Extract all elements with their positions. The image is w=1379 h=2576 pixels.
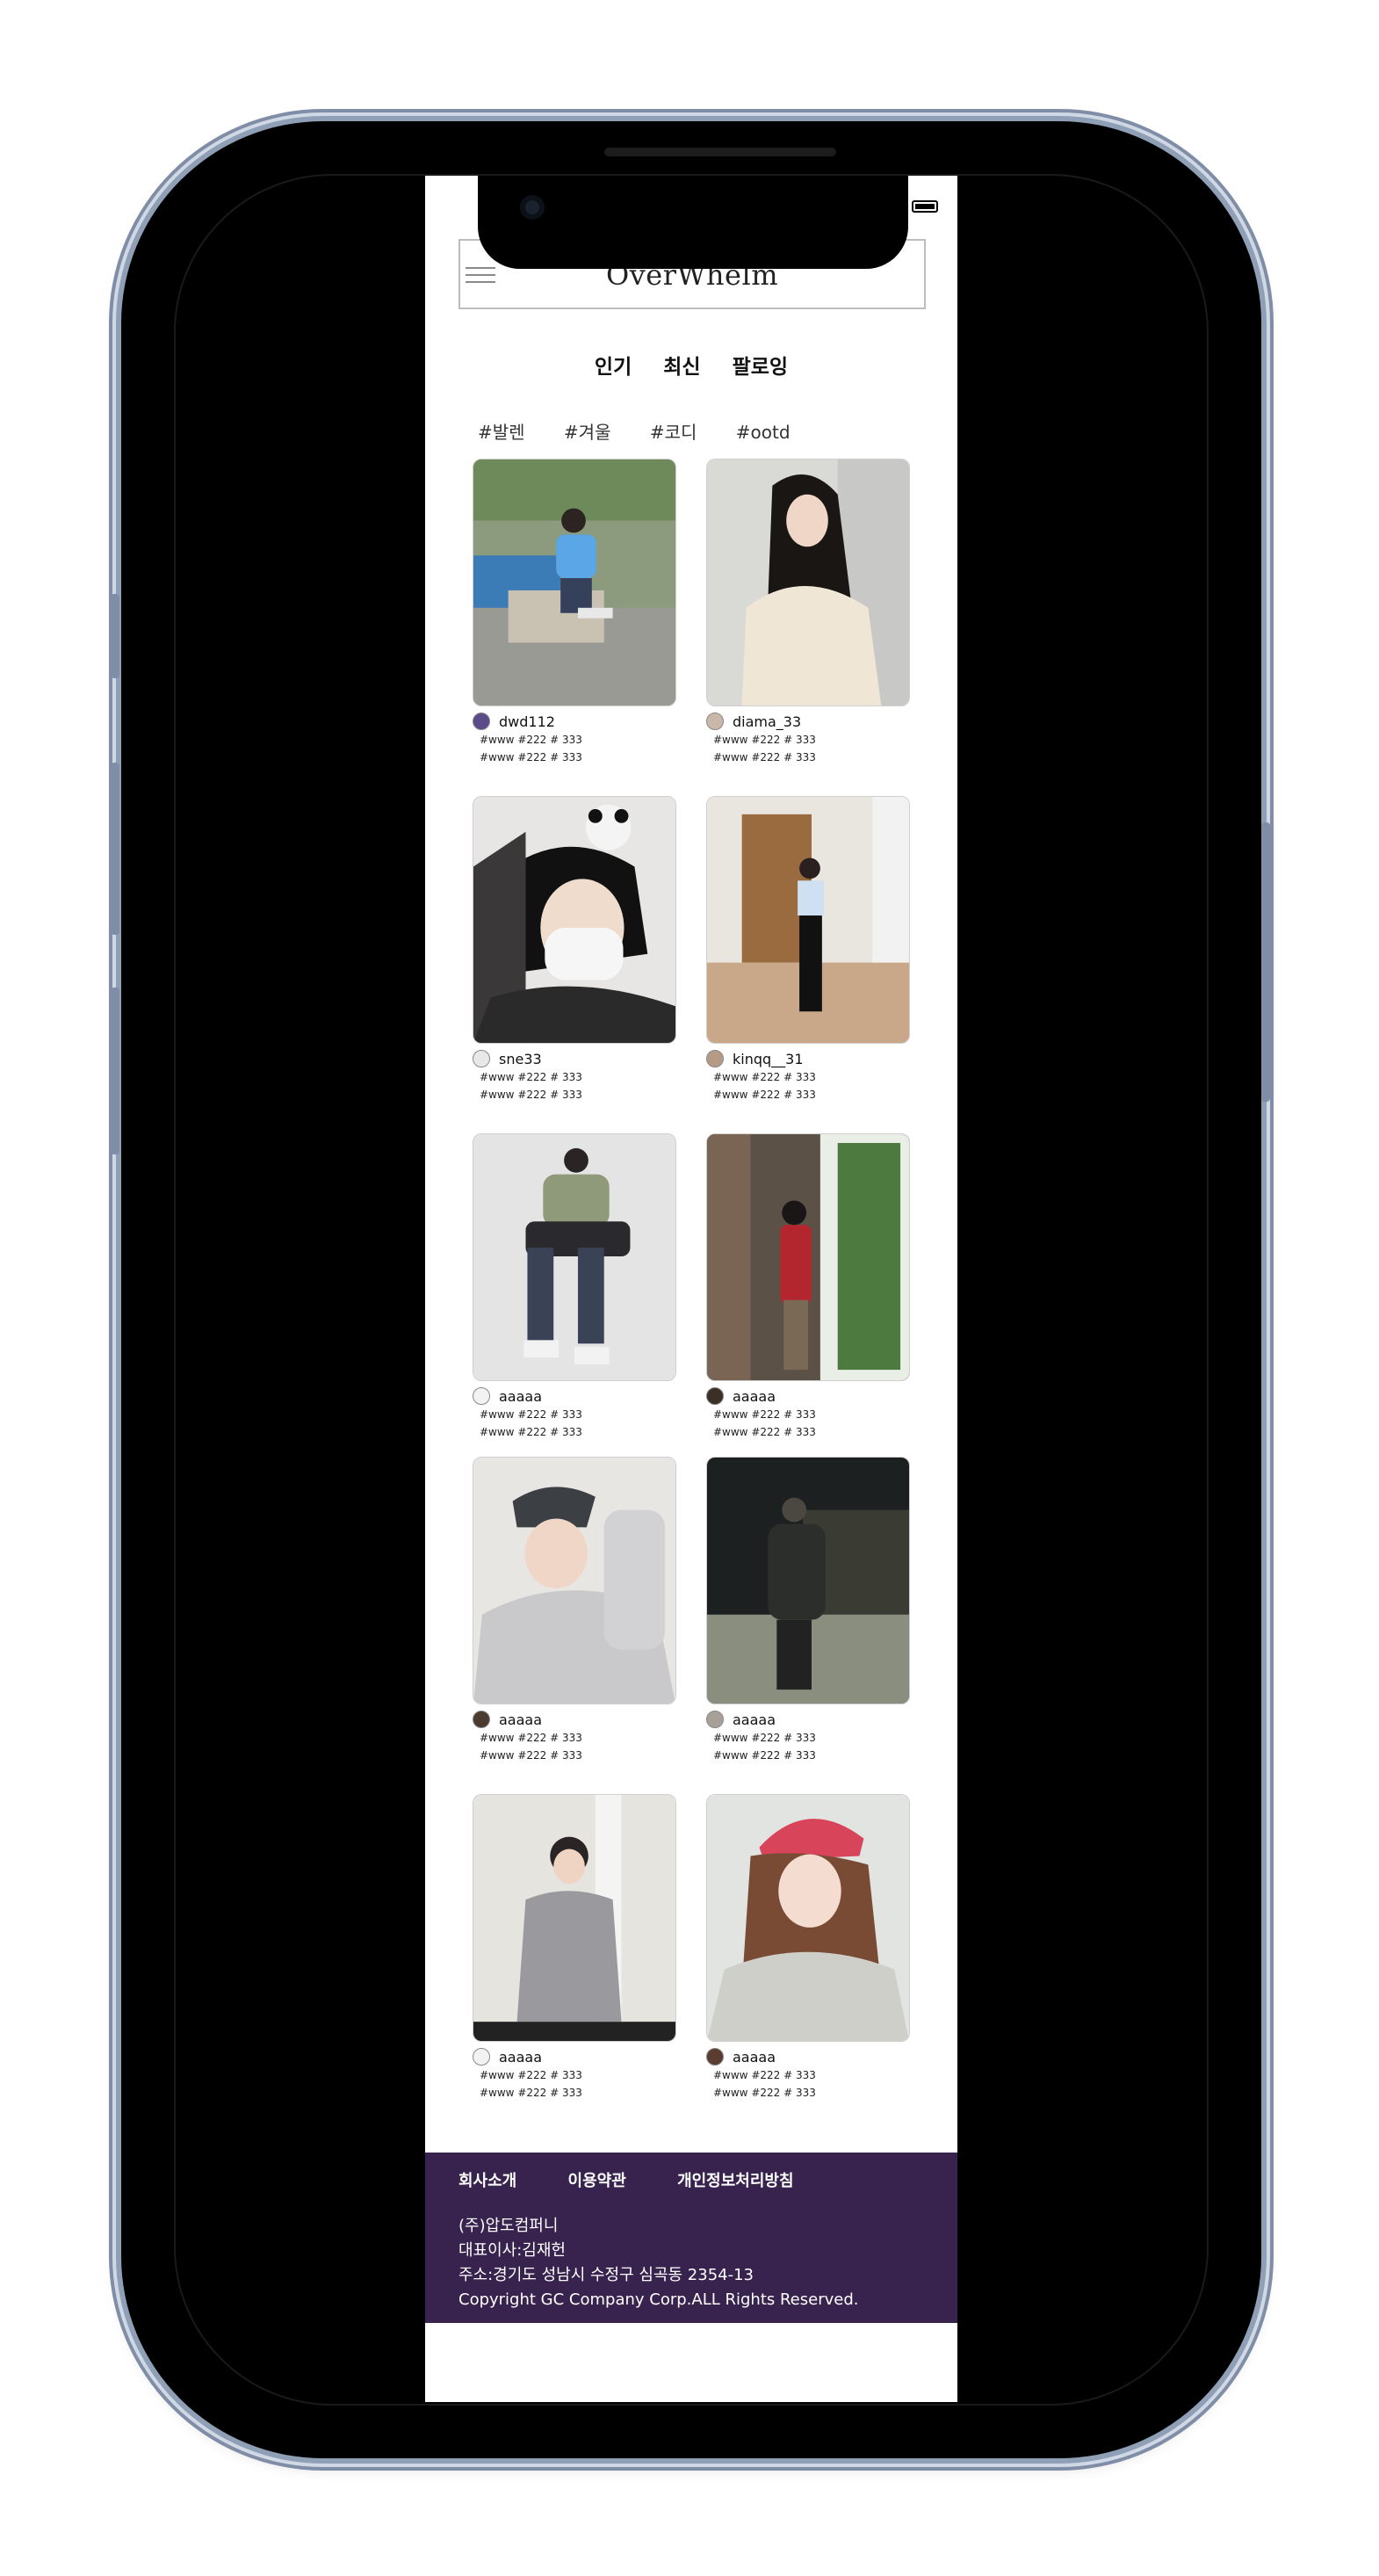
- post-photo[interactable]: [706, 459, 910, 706]
- post-tags: #www #222 # 333: [480, 1089, 582, 1101]
- post-card[interactable]: aaaaa #www #222 # 333 #www #222 # 333: [473, 1457, 676, 1764]
- hashtag-chip[interactable]: #발렌: [478, 422, 525, 443]
- post-card[interactable]: aaaaa #www #222 # 333 #www #222 # 333: [706, 1133, 910, 1441]
- footer-links: 회사소개 이용약관 개인정보처리방침: [458, 2168, 840, 2191]
- post-photo[interactable]: [706, 1457, 910, 1704]
- post-tags: #www #222 # 333: [713, 1426, 816, 1438]
- volume-up-button: [111, 763, 119, 935]
- hashtag-filters: #발렌 #겨울 #코디 #ootd: [478, 418, 824, 444]
- username[interactable]: aaaaa: [733, 1711, 776, 1728]
- tab-popular[interactable]: 인기: [594, 356, 632, 379]
- avatar[interactable]: [473, 2048, 490, 2066]
- post-card[interactable]: dwd112 #www #222 # 333 #www #222 # 333: [473, 459, 676, 766]
- post-card[interactable]: aaaaa #www #222 # 333 #www #222 # 333: [473, 1133, 676, 1441]
- hashtag-chip[interactable]: #코디: [649, 422, 697, 443]
- avatar[interactable]: [706, 2048, 724, 2066]
- post-photo[interactable]: [473, 1794, 676, 2042]
- post-tags: #www #222 # 333: [713, 734, 816, 746]
- post-photo[interactable]: [473, 1133, 676, 1381]
- post-photo[interactable]: [473, 459, 676, 706]
- post-photo[interactable]: [706, 796, 910, 1044]
- username[interactable]: sne33: [499, 1050, 542, 1067]
- username[interactable]: kinqq__31: [733, 1050, 804, 1067]
- post-tags: #www #222 # 333: [713, 1071, 816, 1083]
- mute-switch: [111, 594, 119, 678]
- username[interactable]: aaaaa: [733, 2048, 776, 2066]
- post-card[interactable]: aaaaa #www #222 # 333 #www #222 # 333: [473, 1794, 676, 2102]
- username[interactable]: dwd112: [499, 713, 555, 730]
- company-address: 주소:경기도 성남시 수정구 심곡동 2354-13: [458, 2266, 754, 2284]
- post-tags: #www #222 # 333: [713, 2069, 816, 2081]
- avatar[interactable]: [473, 1711, 490, 1728]
- post-tags: #www #222 # 333: [713, 751, 816, 763]
- post-card[interactable]: aaaaa #www #222 # 333 #www #222 # 333: [706, 1794, 910, 2102]
- phone-inner-bezel: [174, 174, 1209, 2406]
- post-photo[interactable]: [473, 796, 676, 1044]
- avatar[interactable]: [473, 713, 490, 730]
- post-card[interactable]: diama_33 #www #222 # 333 #www #222 # 333: [706, 459, 910, 766]
- avatar[interactable]: [473, 1387, 490, 1405]
- power-button: [1261, 822, 1270, 1102]
- footer: 회사소개 이용약관 개인정보처리방침 (주)압도컴퍼니 대표이사:김재헌 주소:…: [425, 2153, 957, 2323]
- avatar[interactable]: [473, 1050, 490, 1067]
- username[interactable]: aaaaa: [499, 2048, 543, 2066]
- post-photo[interactable]: [706, 1794, 910, 2042]
- battery-icon: [912, 200, 938, 213]
- company-name: (주)압도컴퍼니: [458, 2217, 559, 2235]
- hashtag-chip[interactable]: #겨울: [563, 422, 611, 443]
- post-tags: #www #222 # 333: [480, 734, 582, 746]
- username[interactable]: diama_33: [733, 713, 802, 730]
- post-photo[interactable]: [706, 1133, 910, 1381]
- notch: [478, 176, 908, 269]
- post-tags: #www #222 # 333: [480, 751, 582, 763]
- post-tags: #www #222 # 333: [713, 1749, 816, 1762]
- avatar[interactable]: [706, 713, 724, 730]
- post-card[interactable]: aaaaa #www #222 # 333 #www #222 # 333: [706, 1457, 910, 1764]
- post-tags: #www #222 # 333: [480, 1426, 582, 1438]
- post-tags: #www #222 # 333: [713, 1732, 816, 1744]
- post-card[interactable]: kinqq__31 #www #222 # 333 #www #222 # 33…: [706, 796, 910, 1103]
- post-tags: #www #222 # 333: [480, 1749, 582, 1762]
- avatar[interactable]: [706, 1050, 724, 1067]
- post-tags: #www #222 # 333: [713, 1408, 816, 1421]
- phone-screen: OverWhelm 인기 최신 팔로잉 #발렌 #겨울 #코디 #ootd d: [425, 176, 957, 2402]
- front-camera-icon: [520, 195, 545, 220]
- volume-down-button: [111, 988, 119, 1154]
- post-tags: #www #222 # 333: [713, 1089, 816, 1101]
- post-tags: #www #222 # 333: [480, 1732, 582, 1744]
- avatar[interactable]: [706, 1711, 724, 1728]
- post-photo[interactable]: [473, 1457, 676, 1704]
- hashtag-chip[interactable]: #ootd: [735, 422, 791, 443]
- username[interactable]: aaaaa: [733, 1387, 776, 1405]
- company-ceo: 대표이사:김재헌: [458, 2241, 566, 2260]
- sort-tabs: 인기 최신 팔로잉: [425, 350, 957, 380]
- footer-link-about[interactable]: 회사소개: [458, 2172, 517, 2190]
- username[interactable]: aaaaa: [499, 1387, 543, 1405]
- speaker-grille: [604, 148, 836, 156]
- post-tags: #www #222 # 333: [713, 2087, 816, 2099]
- footer-link-privacy[interactable]: 개인정보처리방침: [677, 2172, 794, 2190]
- post-card[interactable]: sne33 #www #222 # 333 #www #222 # 333: [473, 796, 676, 1103]
- tab-following[interactable]: 팔로잉: [732, 356, 789, 379]
- username[interactable]: aaaaa: [499, 1711, 543, 1728]
- footer-link-terms[interactable]: 이용약관: [567, 2172, 626, 2190]
- post-tags: #www #222 # 333: [480, 1408, 582, 1421]
- copyright: Copyright GC Company Corp.ALL Rights Res…: [458, 2290, 859, 2309]
- post-tags: #www #222 # 333: [480, 2087, 582, 2099]
- footer-company-info: (주)압도컴퍼니 대표이사:김재헌 주소:경기도 성남시 수정구 심곡동 235…: [458, 2214, 858, 2312]
- avatar[interactable]: [706, 1387, 724, 1405]
- tab-latest[interactable]: 최신: [663, 356, 701, 379]
- post-tags: #www #222 # 333: [480, 2069, 582, 2081]
- post-tags: #www #222 # 333: [480, 1071, 582, 1083]
- menu-icon[interactable]: [466, 262, 495, 288]
